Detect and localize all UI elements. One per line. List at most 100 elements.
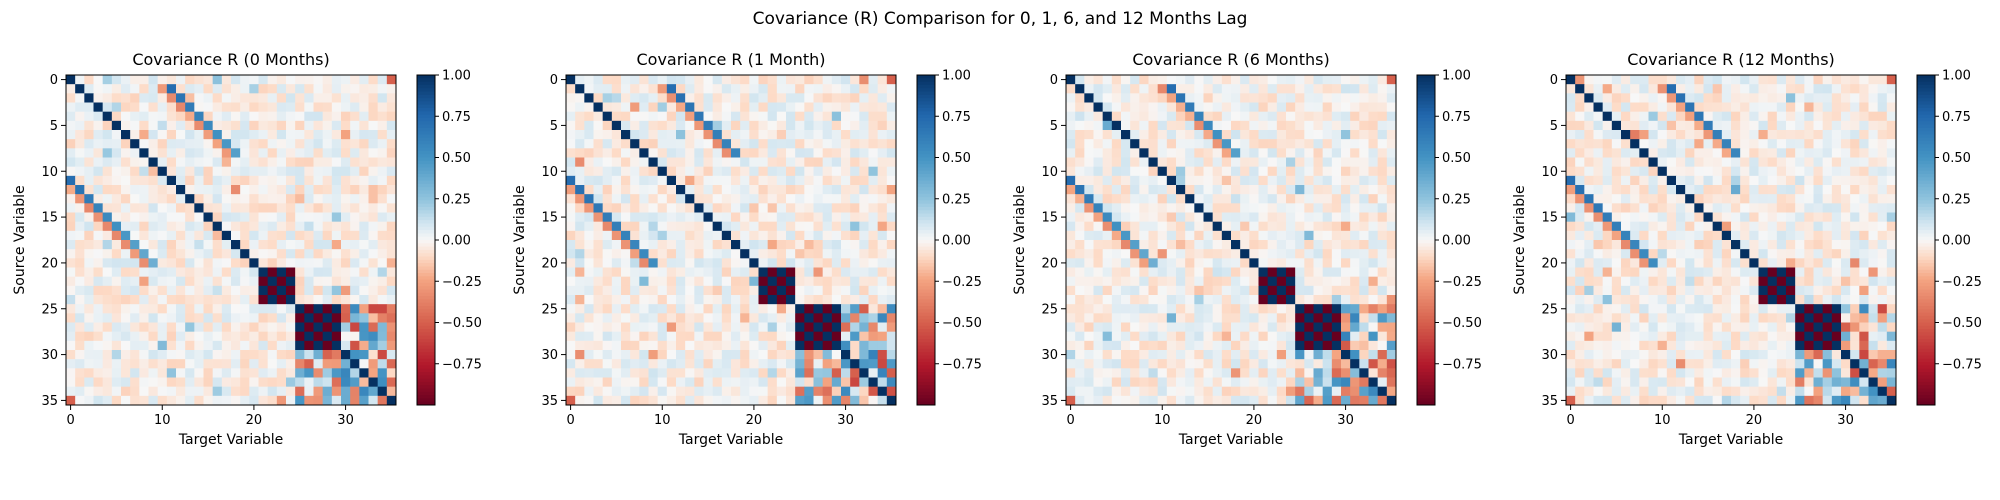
- heatmap-cell: [767, 203, 778, 213]
- heatmap-cell: [221, 130, 232, 140]
- heatmap-cell: [886, 331, 897, 342]
- heatmap-cell: [859, 120, 869, 131]
- heatmap-cell: [1148, 377, 1159, 388]
- heatmap-cell: [111, 359, 122, 369]
- heatmap-cell: [1767, 194, 1778, 204]
- heatmap-cell: [1786, 203, 1796, 213]
- heatmap-cell: [1657, 166, 1668, 177]
- heatmap-cell: [359, 304, 369, 314]
- heatmap-cell: [1841, 84, 1851, 94]
- heatmap-cell: [1611, 75, 1622, 85]
- heatmap-cell: [1166, 331, 1177, 342]
- heatmap-cell: [877, 221, 888, 232]
- heatmap-cell: [130, 377, 140, 388]
- heatmap-cell: [66, 377, 76, 388]
- heatmap-cell: [341, 157, 351, 168]
- heatmap-cell: [1313, 276, 1324, 287]
- heatmap-cells: [66, 75, 397, 406]
- heatmap-cell: [1341, 203, 1351, 213]
- heatmap-cell: [1111, 194, 1122, 204]
- heatmap-cell: [850, 148, 860, 158]
- heatmap-cell: [176, 285, 186, 296]
- heatmap-cell: [341, 111, 351, 122]
- heatmap-cell: [740, 102, 750, 113]
- heatmap-cell: [231, 148, 241, 158]
- colorbar-segment: [417, 279, 435, 284]
- heatmap-cell: [1111, 359, 1122, 369]
- heatmap-cell: [1804, 120, 1814, 131]
- heatmap-cell: [767, 185, 778, 195]
- heatmap-cell: [886, 350, 897, 360]
- heatmap-cell: [740, 93, 750, 103]
- heatmap-cell: [1221, 368, 1232, 378]
- heatmap-cell: [1276, 139, 1287, 149]
- heatmap-cell: [676, 175, 686, 186]
- colorbar-segment: [917, 240, 935, 244]
- heatmap-cell: [75, 194, 85, 204]
- heatmap-cell: [1249, 377, 1259, 388]
- heatmap-cell: [566, 395, 576, 406]
- heatmap-cell: [630, 157, 640, 168]
- heatmap-cell: [121, 148, 131, 158]
- heatmap-cell: [1331, 359, 1342, 369]
- heatmap-cell: [121, 120, 131, 131]
- heatmap-cell: [267, 386, 278, 397]
- heatmap-cell: [221, 285, 232, 296]
- heatmap-cell: [1185, 377, 1195, 388]
- heatmap-cell: [1813, 230, 1824, 241]
- heatmap-cell: [1185, 276, 1195, 287]
- heatmap-cell: [639, 322, 649, 333]
- heatmap-cell: [1295, 350, 1305, 360]
- heatmap-cell: [121, 386, 131, 397]
- heatmap-cell: [721, 240, 732, 250]
- heatmap-cell: [386, 230, 397, 241]
- colorbar-segment: [917, 372, 935, 376]
- heatmap-cell: [139, 84, 149, 94]
- heatmap-cell: [240, 395, 250, 406]
- heatmap-cell: [1850, 120, 1860, 131]
- heatmap-cell: [1368, 249, 1379, 259]
- heatmap-cell: [286, 84, 296, 94]
- heatmap-cell: [1639, 75, 1649, 85]
- heatmap-cell: [93, 304, 104, 314]
- heatmap-cell: [93, 267, 104, 278]
- heatmap-cell: [1584, 175, 1594, 186]
- heatmap-cell: [1221, 276, 1232, 287]
- heatmap-cell: [685, 386, 695, 397]
- heatmap-cell: [304, 148, 314, 158]
- heatmap-cell: [1267, 230, 1278, 241]
- heatmap-cell: [648, 386, 659, 397]
- heatmap-cell: [1666, 148, 1677, 158]
- heatmap-cell: [1258, 166, 1269, 177]
- heatmap-cell: [267, 395, 278, 406]
- heatmap-cell: [130, 139, 140, 149]
- colorbar-segment: [917, 243, 935, 248]
- heatmap-cell: [1368, 175, 1379, 186]
- y-tick-label: 5: [50, 119, 58, 134]
- heatmap-cell: [795, 185, 805, 195]
- heatmap-cell: [584, 276, 594, 287]
- heatmap-cell: [1139, 322, 1149, 333]
- heatmap-cell: [1102, 75, 1113, 85]
- heatmap-cell: [850, 322, 860, 333]
- heatmap-cell: [322, 276, 333, 287]
- heatmap-cell: [813, 84, 824, 94]
- heatmap-cell: [886, 221, 897, 232]
- colorbar-segment: [917, 329, 935, 333]
- heatmap-cell: [84, 203, 94, 213]
- heatmap-cell: [203, 276, 214, 287]
- heatmap-cell: [740, 240, 750, 250]
- heatmap-cell: [1066, 267, 1076, 278]
- heatmap-cell: [1166, 212, 1177, 223]
- colorbar-tick-label: 1.00: [942, 69, 971, 84]
- heatmap-cell: [721, 313, 732, 323]
- heatmap-cell: [1368, 359, 1379, 369]
- heatmap-cell: [740, 185, 750, 195]
- heatmap-cell: [566, 267, 576, 278]
- heatmap-cell: [1868, 230, 1879, 241]
- heatmap-cell: [758, 249, 769, 259]
- heatmap-cell: [1758, 194, 1769, 204]
- heatmap-cell: [240, 249, 250, 259]
- heatmap-cell: [795, 203, 805, 213]
- heatmap-cell: [1322, 102, 1333, 113]
